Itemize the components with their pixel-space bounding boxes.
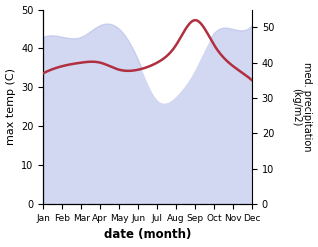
Y-axis label: med. precipitation
(kg/m2): med. precipitation (kg/m2) [291,62,313,152]
Y-axis label: max temp (C): max temp (C) [5,68,16,145]
X-axis label: date (month): date (month) [104,228,191,242]
